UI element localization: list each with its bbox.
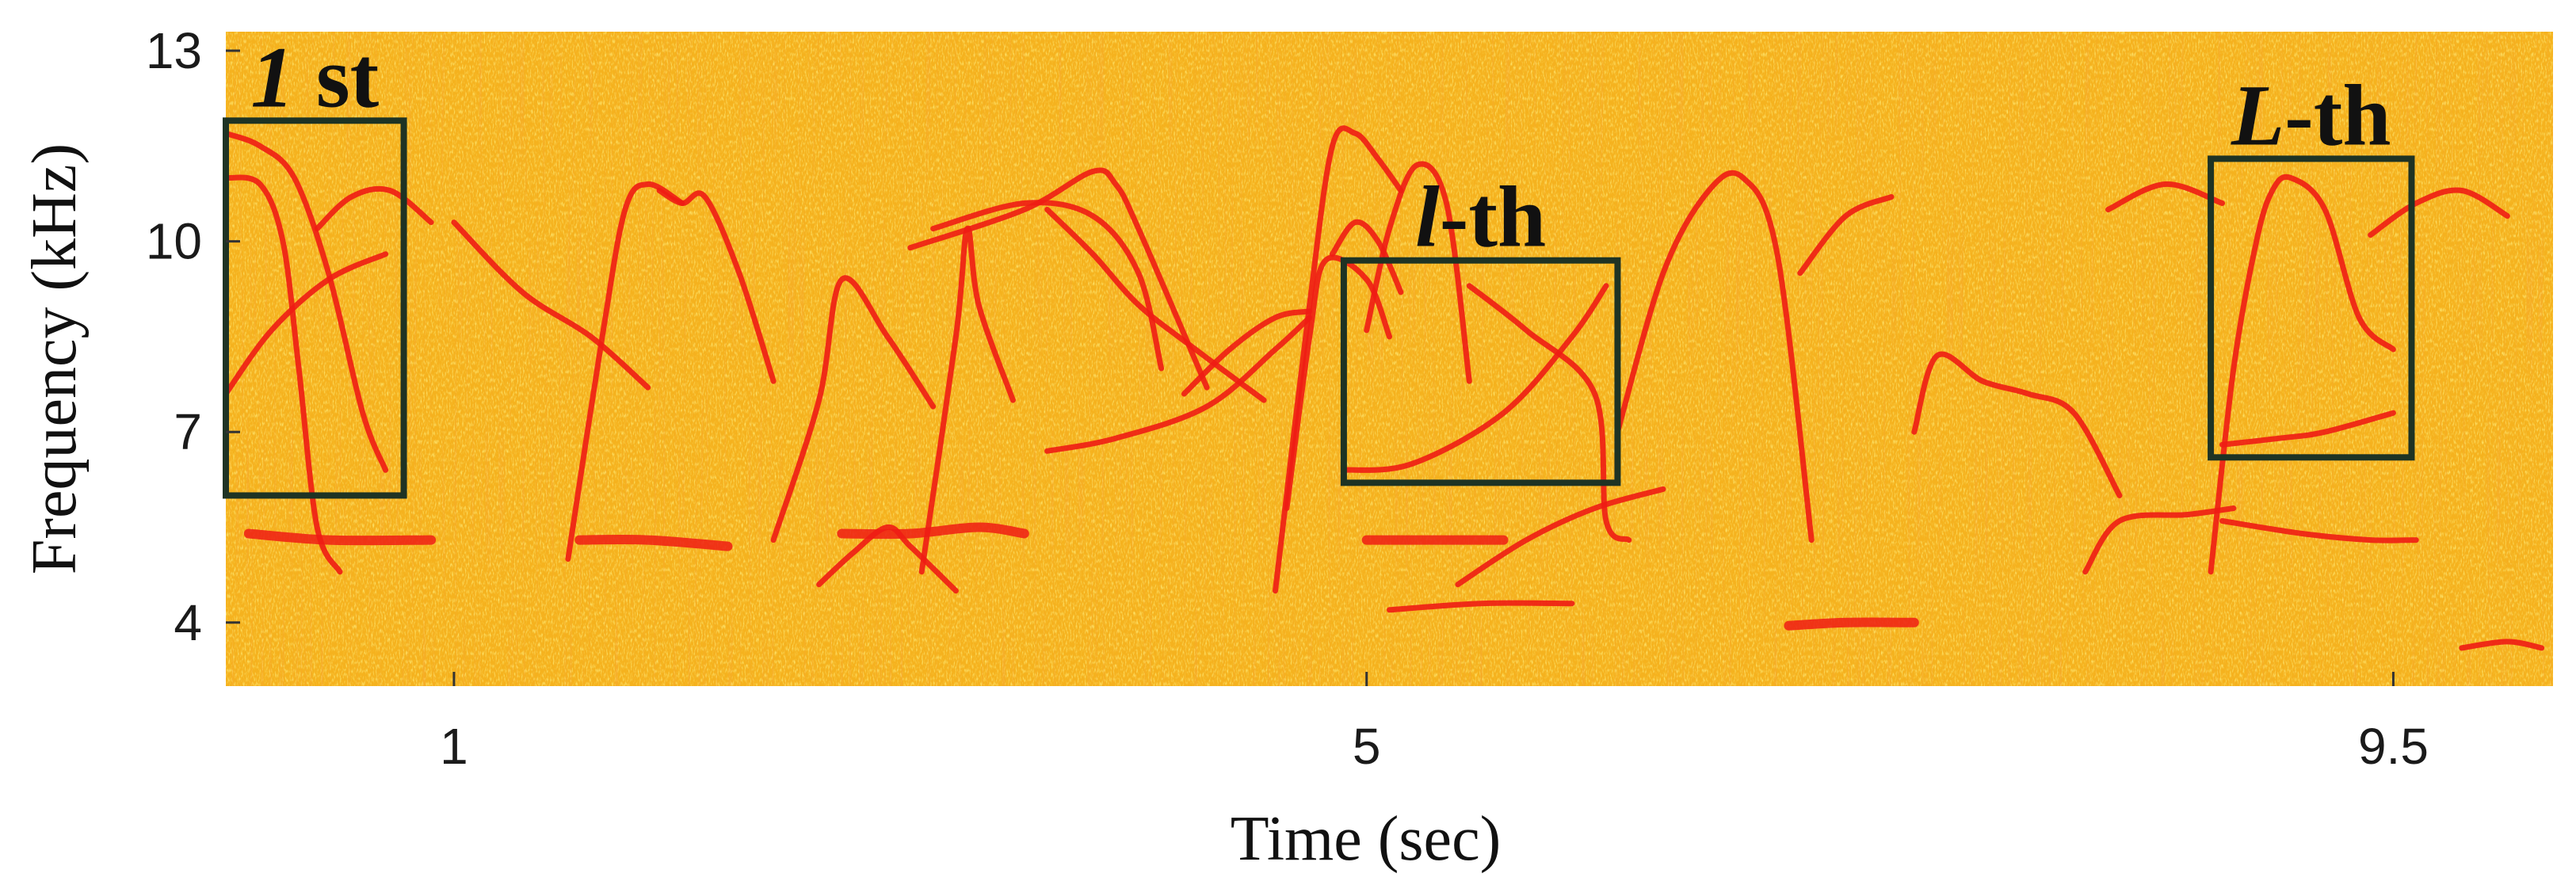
x-tick-label: 5	[1353, 718, 1381, 775]
annotation-box-3	[2208, 155, 2415, 461]
call-trace-25	[1797, 194, 1895, 277]
annotation-label-index: 1	[250, 29, 294, 125]
call-trace-33	[2459, 639, 2545, 651]
y-tick-label: 7	[174, 403, 202, 460]
tonal-segment-4	[1784, 617, 1919, 631]
call-trace-2	[226, 174, 343, 575]
annotation-label-1: 1 st	[250, 29, 379, 125]
call-trace-18	[1284, 254, 1392, 511]
call-trace-20	[1466, 283, 1632, 543]
annotation-box-2	[1340, 257, 1621, 486]
annotation-label-index: L	[2231, 67, 2284, 163]
call-trace-4	[314, 185, 434, 232]
plot-stripe-texture	[226, 32, 2553, 686]
annotation-label-2: l-th	[1415, 169, 1546, 265]
x-axis-label: Time (sec)	[1231, 804, 1501, 874]
annotation-label-suffix: -th	[2284, 67, 2391, 163]
call-trace-11	[918, 226, 1016, 575]
tonal-segment-2	[574, 534, 733, 551]
y-tick-label: 10	[146, 213, 202, 270]
axes: 1 5 9.5 4 7 10 13	[146, 22, 2429, 775]
tonal-segment-1	[243, 528, 437, 546]
annotation-box-1	[223, 117, 407, 499]
annotation-label-3: L-th	[2231, 67, 2391, 163]
tonal-segment-3	[837, 522, 1029, 540]
call-trace-27	[2082, 505, 2237, 575]
call-trace-31	[2219, 518, 2419, 543]
call-traces	[226, 125, 2545, 651]
x-tick-label: 9.5	[2358, 718, 2429, 775]
plot-area: 1 stl-thL-th	[223, 29, 2553, 686]
call-trace-8	[770, 275, 937, 543]
annotation-label-suffix: -th	[1440, 169, 1546, 265]
call-trace-13	[1044, 207, 1267, 403]
call-trace-21	[1341, 283, 1609, 473]
call-trace-17	[1330, 219, 1404, 296]
y-tick-label: 4	[174, 594, 202, 651]
y-tick-label: 13	[146, 22, 202, 79]
call-trace-32	[2368, 187, 2510, 238]
call-trace-15	[1181, 308, 1313, 397]
call-trace-10	[907, 167, 1210, 391]
y-axis-label: Frequency (kHz)	[20, 143, 90, 574]
call-trace-30	[2219, 410, 2396, 448]
call-trace-6	[565, 181, 685, 563]
call-trace-1	[226, 130, 389, 473]
call-trace-14	[1044, 315, 1313, 454]
annotation-label-index: l	[1415, 169, 1440, 265]
call-trace-9	[816, 524, 959, 594]
call-trace-12	[930, 200, 1165, 372]
call-trace-3	[226, 251, 389, 397]
call-trace-29	[2208, 174, 2396, 575]
annotation-boxes: 1 stl-thL-th	[223, 29, 2415, 499]
annotation-label-suffix: st	[294, 29, 379, 125]
call-trace-23	[1455, 486, 1666, 588]
call-trace-7	[656, 188, 777, 384]
call-trace-5	[451, 219, 651, 391]
call-trace-24	[1614, 170, 1815, 543]
call-trace-26	[1911, 351, 2123, 498]
call-trace-22	[1387, 600, 1575, 613]
x-tick-label: 1	[440, 718, 468, 775]
